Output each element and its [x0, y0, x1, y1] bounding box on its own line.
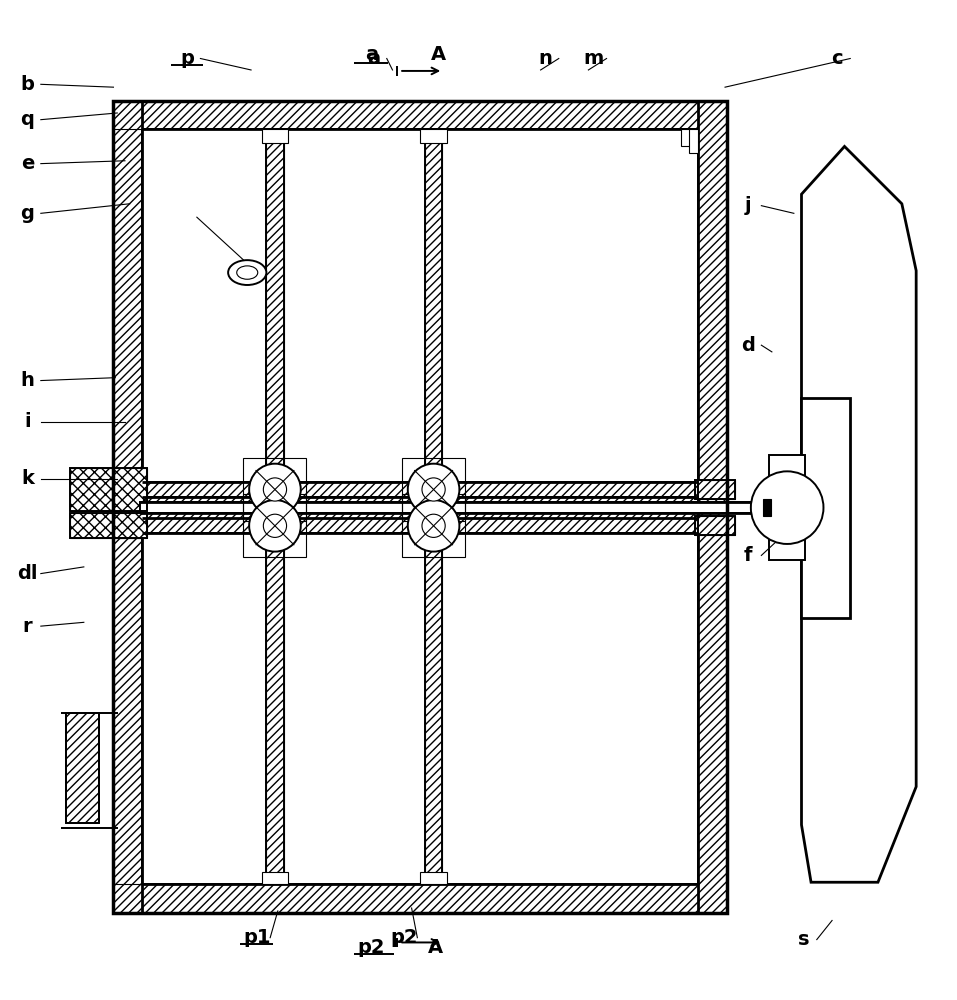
- Bar: [243, 494, 306, 557]
- Bar: [696, 480, 735, 499]
- Text: d: d: [741, 336, 755, 355]
- Circle shape: [249, 464, 300, 515]
- Text: q: q: [20, 110, 34, 129]
- Bar: [143, 518, 699, 533]
- Text: k: k: [21, 469, 33, 488]
- Ellipse shape: [228, 260, 266, 285]
- Bar: [764, 499, 771, 516]
- Bar: [141, 502, 768, 513]
- Bar: [143, 497, 699, 518]
- Bar: [266, 129, 283, 482]
- Bar: [114, 101, 143, 913]
- Circle shape: [249, 500, 300, 552]
- Circle shape: [408, 500, 459, 552]
- Bar: [425, 533, 442, 884]
- Bar: [425, 129, 442, 482]
- Text: s: s: [797, 930, 810, 949]
- Bar: [71, 513, 147, 538]
- Bar: [420, 872, 447, 884]
- Text: c: c: [831, 49, 843, 68]
- Bar: [71, 468, 147, 511]
- Bar: [114, 884, 727, 913]
- Bar: [402, 494, 465, 557]
- Bar: [66, 713, 100, 823]
- Bar: [402, 458, 465, 521]
- Text: dl: dl: [17, 564, 37, 583]
- Circle shape: [263, 514, 286, 537]
- Polygon shape: [802, 146, 916, 882]
- Text: a: a: [365, 45, 378, 64]
- Text: n: n: [539, 49, 552, 68]
- Text: b: b: [20, 75, 34, 94]
- Bar: [696, 516, 735, 535]
- Bar: [243, 458, 306, 521]
- Bar: [114, 101, 727, 913]
- Circle shape: [422, 514, 445, 537]
- Bar: [699, 101, 727, 913]
- Bar: [143, 482, 699, 497]
- Bar: [420, 129, 447, 143]
- Text: j: j: [745, 196, 751, 215]
- Bar: [114, 129, 143, 468]
- Circle shape: [751, 471, 823, 544]
- Bar: [266, 533, 283, 884]
- Bar: [696, 480, 735, 499]
- Text: f: f: [744, 546, 752, 565]
- Bar: [114, 538, 143, 884]
- Circle shape: [263, 478, 286, 501]
- Bar: [71, 513, 147, 538]
- Text: i: i: [24, 412, 31, 431]
- Bar: [769, 455, 806, 560]
- Bar: [696, 516, 735, 535]
- Bar: [114, 101, 727, 129]
- Text: g: g: [20, 204, 34, 223]
- Text: p1: p1: [243, 928, 271, 947]
- Text: r: r: [23, 617, 33, 636]
- Bar: [71, 468, 147, 511]
- Ellipse shape: [236, 266, 257, 279]
- Text: p2: p2: [390, 928, 417, 947]
- Circle shape: [422, 478, 445, 501]
- Text: A: A: [428, 938, 443, 957]
- Bar: [261, 872, 288, 884]
- Text: m: m: [583, 49, 603, 68]
- Bar: [681, 129, 699, 146]
- Bar: [689, 129, 699, 153]
- Text: p: p: [180, 49, 194, 68]
- Text: h: h: [20, 371, 34, 390]
- Text: A: A: [431, 45, 446, 64]
- Text: a: a: [367, 49, 380, 68]
- Bar: [261, 129, 288, 143]
- Bar: [801, 398, 850, 618]
- Text: e: e: [21, 154, 34, 173]
- Circle shape: [408, 464, 459, 515]
- Text: p2: p2: [358, 938, 386, 957]
